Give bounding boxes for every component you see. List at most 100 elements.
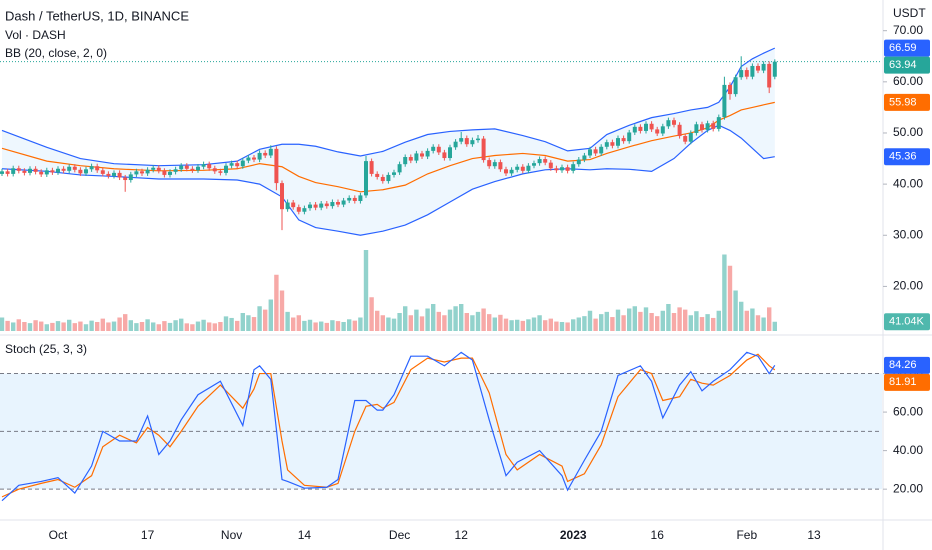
volume-bar — [671, 313, 677, 331]
candle-body — [140, 171, 144, 174]
volume-bar — [599, 314, 604, 331]
candle-body — [425, 150, 430, 157]
candle-body — [767, 63, 772, 88]
volume-bar — [257, 306, 262, 331]
candle-body — [453, 141, 458, 148]
volume-bar — [302, 320, 307, 331]
volume-bar — [78, 321, 83, 331]
candle-body — [588, 149, 592, 156]
volume-bar — [218, 322, 223, 331]
candle-body — [123, 177, 128, 181]
candle-body — [509, 169, 514, 174]
volume-bar — [0, 317, 5, 331]
candle-body — [554, 168, 559, 171]
volume-bar — [285, 311, 290, 331]
candle-body — [532, 163, 536, 166]
stoch-d — [1, 353, 776, 498]
volume-bar — [531, 317, 537, 331]
price-label-box — [884, 313, 930, 331]
candle-body — [0, 171, 4, 174]
candle-body — [61, 168, 66, 171]
candle-body — [711, 123, 716, 129]
volume-bar — [548, 318, 553, 331]
price-label: 63.94 — [889, 59, 917, 71]
volume-bar — [44, 324, 49, 331]
x-tick-label: 12 — [455, 528, 469, 542]
volume-bar — [604, 311, 609, 331]
candle-body — [380, 176, 385, 182]
price-label-box — [884, 39, 930, 57]
volume-bar — [296, 315, 301, 331]
x-tick-label: 13 — [807, 528, 821, 542]
volume-bar — [16, 319, 21, 331]
candle-body — [22, 170, 27, 173]
volume-bar — [229, 317, 234, 331]
candle-body — [571, 164, 576, 171]
volume-bar — [358, 317, 363, 331]
y-tick-label: 60.00 — [893, 74, 923, 88]
volume-legend: Vol · DASH — [5, 28, 66, 42]
candle-body — [459, 138, 464, 142]
candle-body — [246, 157, 251, 161]
candle-body — [352, 197, 357, 201]
background-layer — [0, 48, 882, 490]
candle-body — [548, 162, 553, 169]
candle-body — [72, 166, 77, 170]
price-label-box — [884, 373, 930, 391]
volume-bar — [761, 317, 766, 331]
volume-bar — [100, 318, 105, 331]
candle-body — [168, 171, 172, 175]
volume-bar — [638, 311, 643, 331]
volume-bar — [621, 315, 626, 331]
chart-title: Dash / TetherUS, 1D, BINANCE — [5, 8, 189, 23]
candle-body — [694, 124, 699, 133]
volume-bar — [660, 310, 665, 331]
volume-bar — [470, 315, 475, 331]
candle-body — [358, 195, 363, 201]
volume-bar — [5, 320, 10, 331]
volume-bar — [419, 316, 425, 331]
volume-bar — [268, 299, 273, 331]
candle-body — [772, 61, 777, 77]
candle-body — [464, 138, 469, 145]
volume-bar — [705, 314, 710, 331]
volume-bar — [83, 324, 89, 331]
candle-body — [408, 157, 413, 161]
candle-body — [308, 204, 312, 209]
candle-body — [145, 169, 150, 174]
volume-bar — [352, 320, 357, 331]
volume-bar — [722, 254, 727, 331]
volume-bar — [767, 307, 772, 331]
volume-bar — [643, 307, 649, 331]
volume-bar — [11, 322, 16, 331]
candle-body — [632, 126, 637, 133]
candle-body — [498, 162, 503, 170]
candle-body — [50, 170, 55, 173]
volume-bar — [72, 323, 77, 331]
price-label-box — [884, 56, 930, 74]
candle-body — [207, 164, 212, 169]
candle-body — [190, 168, 195, 171]
candle-body — [84, 169, 88, 174]
volume-bar — [481, 308, 486, 331]
volume-bar — [503, 318, 509, 331]
volume-bar — [330, 320, 335, 331]
volume-bar — [263, 309, 268, 331]
volume-bar — [190, 324, 195, 331]
volume-bar — [615, 309, 621, 331]
volume-bar — [201, 319, 206, 331]
candle-body — [313, 204, 318, 208]
candle-body — [492, 162, 497, 167]
candle-body — [431, 146, 436, 151]
candle-body — [672, 120, 676, 125]
volume-bar — [520, 320, 525, 331]
volume-bar — [33, 320, 38, 331]
candle-body — [319, 203, 324, 208]
candle-body — [436, 146, 441, 153]
volume-bar — [67, 319, 72, 331]
candle-body — [756, 65, 760, 71]
bb-fill — [2, 48, 775, 236]
candle-body — [504, 169, 508, 174]
candle-body — [386, 174, 391, 182]
candle-body — [420, 153, 424, 157]
